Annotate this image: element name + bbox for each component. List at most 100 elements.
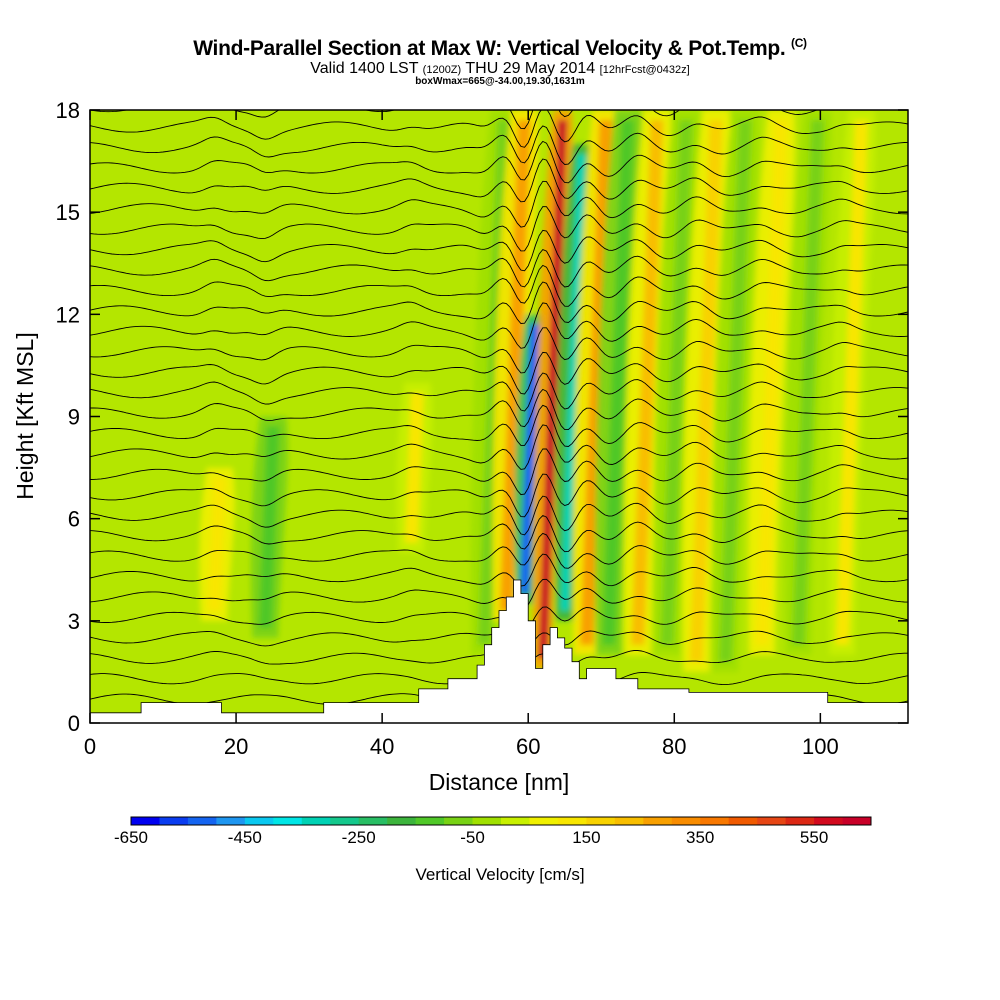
x-tick-label: 20 xyxy=(224,734,248,759)
copyright-mark: (C) xyxy=(791,36,807,50)
chart-subtitle: Valid 1400 LST (1200Z) THU 29 May 2014 [… xyxy=(0,60,1000,78)
theta-contour xyxy=(90,473,908,518)
colorbar-swatch xyxy=(301,817,331,825)
colorbar-swatch xyxy=(501,817,530,825)
colorbar-swatch xyxy=(444,817,473,825)
chart-title-text: Wind-Parallel Section at Max W: Vertical… xyxy=(193,37,786,60)
w-plume-core xyxy=(538,120,568,659)
theta-contour xyxy=(90,249,908,288)
colorbar-swatch xyxy=(700,817,730,825)
theta-contour xyxy=(90,553,908,587)
colorbar-swatch xyxy=(472,817,502,825)
x-tick-label: 60 xyxy=(516,734,540,759)
theta-contour xyxy=(90,281,908,324)
theta-contour xyxy=(90,424,908,470)
theta-contour xyxy=(90,180,908,228)
colorbar-swatch xyxy=(557,817,587,825)
colorbar-title: Vertical Velocity [cm/s] xyxy=(415,865,584,884)
colorbar-tick-label: 150 xyxy=(572,828,600,847)
w-plume-core xyxy=(207,477,227,611)
chart-title: Wind-Parallel Section at Max W: Vertical… xyxy=(0,36,1000,61)
colorbar-tick-label: -450 xyxy=(228,828,262,847)
colorbar-swatch xyxy=(842,817,872,825)
colorbar-tick-label: -50 xyxy=(460,828,485,847)
x-tick-label: 40 xyxy=(370,734,394,759)
w-plume-core xyxy=(404,392,424,543)
y-axis: 0 3 6 9 12 15 18 xyxy=(56,98,908,736)
y-tick-label: 0 xyxy=(68,711,80,736)
w-plume-core xyxy=(560,154,587,611)
w-plume-core xyxy=(791,120,825,645)
y-tick-label: 6 xyxy=(68,507,80,532)
plot-area xyxy=(90,110,908,723)
colorbar-swatch xyxy=(131,817,160,825)
theta-contour xyxy=(90,578,908,611)
theta-contour xyxy=(90,125,908,165)
y-tick-label: 15 xyxy=(56,200,80,225)
colorbar-swatch xyxy=(387,817,417,825)
w-plume-core xyxy=(718,120,752,662)
theta-contour xyxy=(90,404,908,447)
colorbar-swatch xyxy=(757,817,787,825)
colorbar-tick-label: 350 xyxy=(686,828,714,847)
y-tick-label: 12 xyxy=(56,302,80,327)
x-axis-label: Distance [nm] xyxy=(429,769,570,795)
theta-contour xyxy=(90,532,908,569)
colorbar-swatch xyxy=(159,817,189,825)
w-plume-core xyxy=(689,120,723,662)
theta-contour xyxy=(90,206,908,252)
theta-contour xyxy=(90,448,908,496)
forecast-info: [12hrFcst@0432z] xyxy=(599,64,690,76)
colorbar-swatch xyxy=(671,817,701,825)
colorbar-swatch xyxy=(643,817,673,825)
theta-contour xyxy=(90,351,908,395)
y-tick-label: 3 xyxy=(68,609,80,634)
colorbar-swatch xyxy=(358,817,388,825)
y-tick-label: 18 xyxy=(56,98,80,123)
colorbar-swatch xyxy=(529,817,559,825)
x-tick-label: 100 xyxy=(802,734,839,759)
theta-contour xyxy=(90,388,908,431)
vertical-velocity-field xyxy=(199,110,876,672)
colorbar-tick-label: -250 xyxy=(342,828,376,847)
colorbar-swatch xyxy=(330,817,360,825)
theta-contour xyxy=(90,158,908,203)
theta-contour xyxy=(90,302,908,349)
colorbar-swatch xyxy=(273,817,303,825)
theta-contour xyxy=(90,327,908,374)
terrain-mask xyxy=(90,579,908,723)
colorbar-swatch xyxy=(614,817,644,825)
colorbar-swatch xyxy=(187,817,217,825)
theta-contour xyxy=(90,264,908,307)
w-plume-core xyxy=(602,120,635,645)
colorbar-swatch xyxy=(814,817,843,825)
w-plume-core xyxy=(755,120,788,645)
colorbar-border xyxy=(130,816,872,826)
valid-time: Valid 1400 LST xyxy=(310,60,419,77)
colorbar: -650 -450 -250 -50 150 350 550 xyxy=(114,816,872,847)
colorbar-tick-label: -650 xyxy=(114,828,148,847)
box-max-info: boxWmax=665@-34.00,19.30,1631m xyxy=(415,76,585,87)
theta-contour xyxy=(90,372,908,412)
theta-contour xyxy=(90,110,908,148)
theta-contour xyxy=(90,495,908,536)
colorbar-swatch xyxy=(216,817,246,825)
colorbar-swatch xyxy=(586,817,616,825)
theta-contour xyxy=(90,229,908,272)
valid-date: THU 29 May 2014 xyxy=(465,60,596,77)
colorbar-swatch xyxy=(728,817,758,825)
y-axis-label: Height [Kft MSL] xyxy=(12,332,38,499)
x-tick-label: 0 xyxy=(84,734,96,759)
colorbar-tick-label: 550 xyxy=(800,828,828,847)
colorbar-swatch xyxy=(244,817,274,825)
colorbar-swatch xyxy=(785,817,815,825)
y-tick-label: 9 xyxy=(68,405,80,430)
theta-contour xyxy=(90,514,908,553)
w-plume-core xyxy=(631,120,664,645)
theta-contour xyxy=(90,140,908,184)
x-tick-label: 80 xyxy=(662,734,686,759)
x-axis: 0 20 40 60 80 100 xyxy=(84,110,839,759)
valid-time-utc: (1200Z) xyxy=(422,64,462,76)
colorbar-swatch xyxy=(415,817,445,825)
